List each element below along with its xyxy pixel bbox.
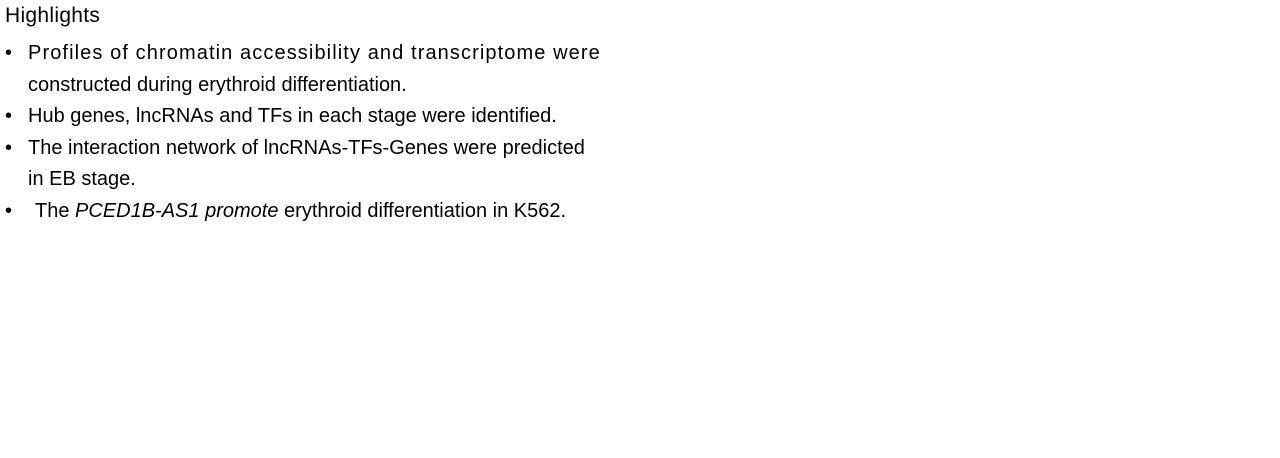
bullet-dot-icon: • [5, 42, 13, 64]
highlight-4-line-1: The PCED1B-AS1 promote erythroid differe… [28, 196, 660, 228]
highlights-heading: Highlights [5, 4, 101, 27]
highlight-item-3: • The interaction network of lncRNAs-TFs… [0, 133, 660, 196]
highlight-item-4: • The PCED1B-AS1 promote erythroid diffe… [0, 196, 660, 228]
bullet-dot-icon: • [5, 199, 13, 222]
highlights-list: • Profiles of chromatin accessibility an… [0, 38, 660, 228]
bullet-dot-icon: • [5, 136, 13, 159]
highlight-1-line-1: Profiles of chromatin accessibility and … [28, 42, 601, 64]
highlight-3-line-1: The interaction network of lncRNAs-TFs-G… [28, 136, 585, 159]
highlight-3-line-2: in EB stage. [28, 168, 136, 191]
highlight-4-gene: PCED1B-AS1 [75, 199, 200, 222]
highlight-2-line-1: Hub genes, lncRNAs and TFs in each stage… [28, 105, 557, 128]
highlight-4-rest: erythroid differentiation in K562. [284, 199, 567, 222]
bullet-dot-icon: • [5, 105, 13, 128]
highlight-4-verb: promote [205, 199, 279, 222]
highlight-1-line-2: constructed during erythroid differentia… [28, 73, 407, 96]
highlight-item-1: • Profiles of chromatin accessibility an… [0, 38, 660, 101]
highlight-item-2: • Hub genes, lncRNAs and TFs in each sta… [0, 101, 660, 133]
highlight-4-lead: The [35, 199, 70, 222]
